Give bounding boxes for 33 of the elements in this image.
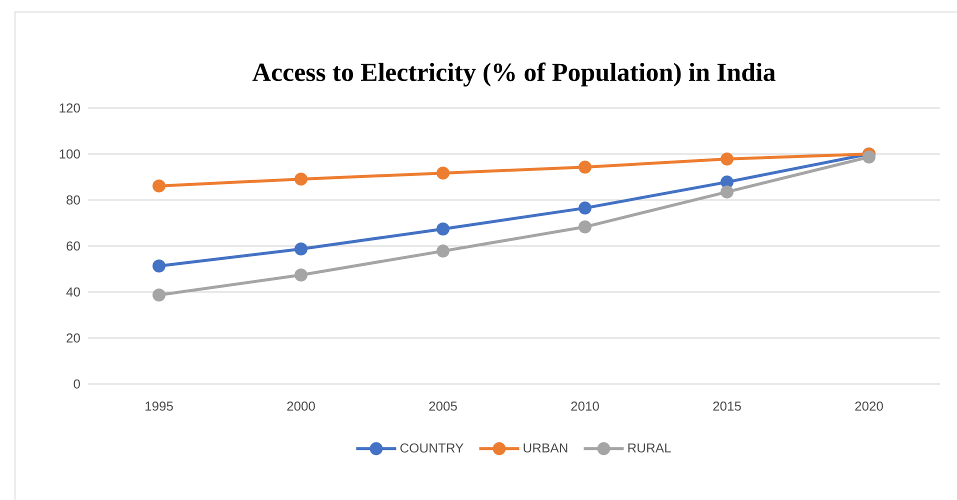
point [436, 222, 450, 236]
point [436, 166, 450, 180]
point [720, 176, 734, 189]
legend-label: COUNTRY [400, 443, 464, 453]
point [862, 150, 876, 164]
point [294, 242, 308, 256]
point [578, 160, 592, 174]
point [152, 260, 166, 273]
x-tick-label: 2000 [287, 402, 315, 411]
legend-label: RURAL [628, 443, 671, 453]
x-tick-label: 2005 [429, 402, 457, 411]
y-tick-label: 120 [60, 103, 80, 113]
point [152, 288, 166, 302]
x-tick-label: 1995 [146, 402, 173, 411]
x-tick-label: 2010 [571, 402, 599, 411]
point [294, 172, 308, 186]
y-tick-label: 60 [66, 241, 80, 251]
point [578, 220, 592, 234]
y-tick-label: 100 [60, 149, 80, 159]
point [436, 244, 450, 258]
x-tick-label: 2020 [855, 402, 883, 411]
point [720, 152, 734, 166]
chart-title: Access to Electricity (% of Population) in India [252, 62, 776, 86]
y-tick-label: 40 [66, 287, 80, 297]
point [720, 185, 734, 198]
point [294, 268, 308, 282]
x-tick-label: 2015 [713, 402, 741, 411]
point [578, 202, 592, 215]
y-tick-label: 0 [74, 379, 80, 389]
y-tick-label: 20 [66, 333, 80, 343]
y-tick-label: 80 [66, 195, 80, 205]
point [152, 179, 166, 192]
legend-label: URBAN [524, 443, 568, 453]
